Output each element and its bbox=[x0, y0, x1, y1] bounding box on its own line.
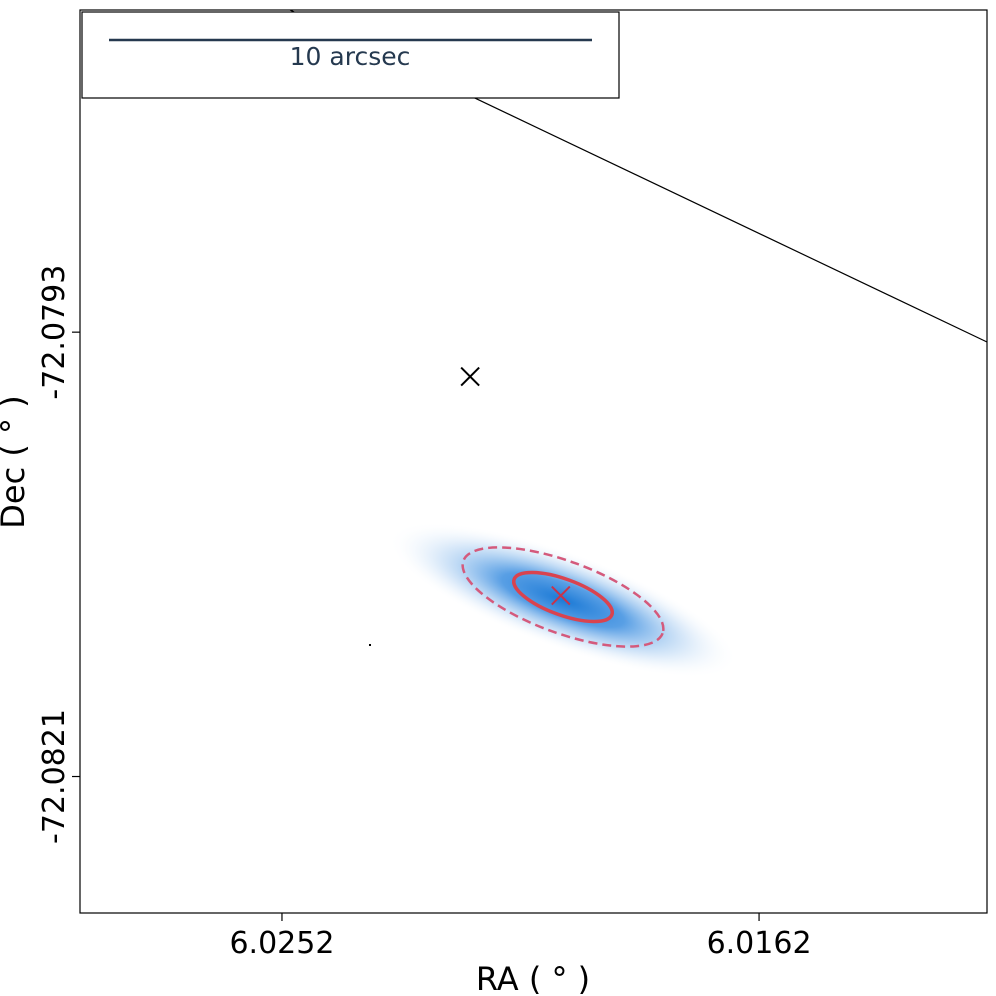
x-axis-label: RA ( ° ) bbox=[476, 960, 590, 996]
scale-bar-box bbox=[81, 11, 620, 99]
scale-bar-label: 10 arcsec bbox=[290, 42, 411, 71]
marker-x bbox=[551, 585, 571, 606]
marker-x bbox=[460, 366, 480, 387]
y-axis-label: Dec ( ° ) bbox=[0, 395, 32, 528]
error-ellipse-inner bbox=[511, 570, 615, 624]
y-tick-label: -72.0793 bbox=[37, 265, 72, 400]
point-source bbox=[369, 644, 371, 646]
probability-map bbox=[388, 522, 738, 678]
x-tick-label: 6.0162 bbox=[707, 926, 812, 961]
plot-frame bbox=[79, 9, 988, 914]
plot-layers bbox=[289, 10, 987, 678]
y-tick-label: -72.0821 bbox=[37, 709, 72, 844]
error-ellipse-outer bbox=[461, 546, 665, 648]
x-tick-label: 6.0252 bbox=[229, 926, 334, 961]
